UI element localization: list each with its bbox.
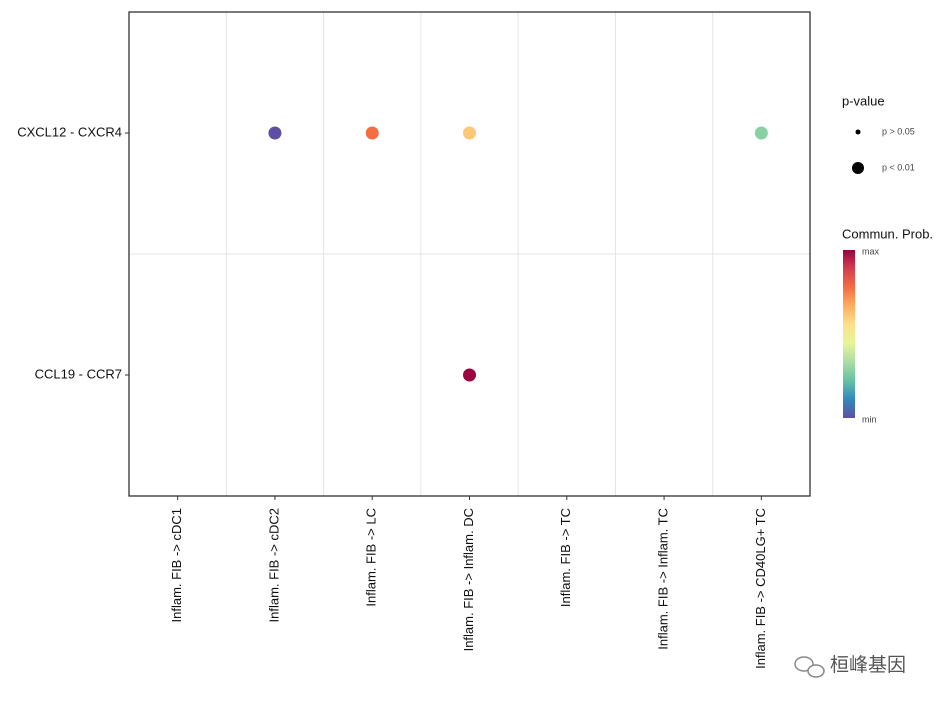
y-tick-label: CCL19 - CCR7: [35, 366, 122, 381]
watermark-text: 桓峰基因: [830, 654, 906, 676]
dot: [365, 126, 379, 140]
size-legend-key: [852, 162, 864, 174]
x-tick-label: Inflam. FIB -> cDC1: [169, 508, 184, 623]
watermark: 桓峰基因: [794, 654, 906, 678]
color-min-label: min: [862, 414, 877, 424]
color-bar: [843, 250, 855, 418]
x-tick-label: Inflam. FIB -> LC: [364, 508, 379, 607]
x-tick-label: Inflam. FIB -> cDC2: [266, 508, 281, 623]
size-legend-title: p-value: [842, 93, 885, 108]
x-tick-label: Inflam. FIB -> CD40LG+ TC: [753, 508, 768, 669]
dot: [463, 368, 476, 382]
x-tick-label: Inflam. FIB -> Inflam. TC: [656, 508, 671, 650]
dot: [754, 126, 768, 140]
wechat-icon: [794, 656, 814, 672]
dot: [268, 126, 282, 140]
y-tick-label: CXCL12 - CXCR4: [17, 124, 122, 139]
color-max-label: max: [862, 246, 880, 256]
wechat-icon: [807, 664, 825, 678]
size-legend-label: p > 0.05: [882, 126, 915, 136]
x-tick-label: Inflam. FIB -> TC: [558, 508, 573, 607]
x-tick-label: Inflam. FIB -> Inflam. DC: [461, 508, 476, 651]
size-legend-key: [855, 129, 861, 135]
color-legend-title: Commun. Prob.: [842, 226, 933, 241]
dot: [463, 126, 476, 140]
size-legend-label: p < 0.01: [882, 162, 915, 172]
